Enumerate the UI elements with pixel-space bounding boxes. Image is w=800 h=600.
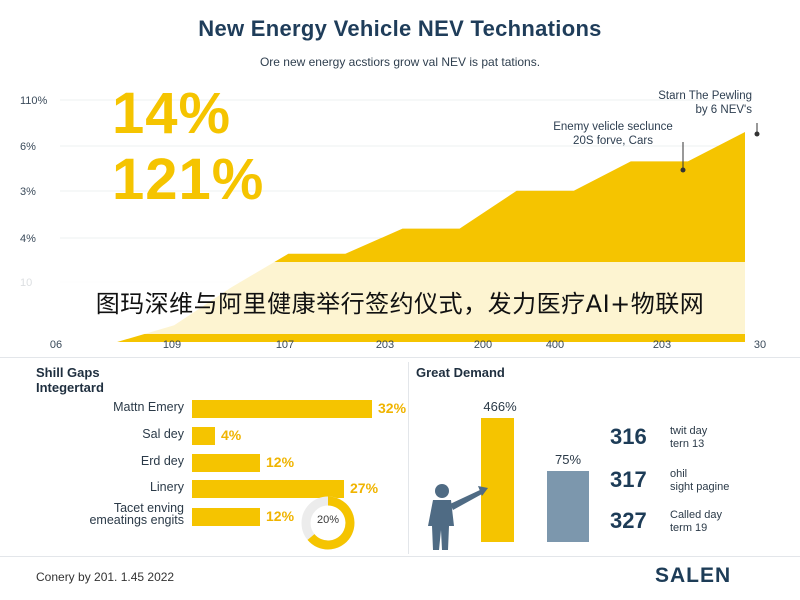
x-tick-label: 200	[474, 339, 492, 351]
skill-label-line: Sal dey	[142, 427, 184, 441]
x-tick-label: 30	[754, 339, 766, 351]
demand-stat-num-3: 327	[610, 508, 647, 533]
demand-stat-text-3-line-2: term 19	[670, 522, 708, 534]
skills-title-line-2: Integertard	[36, 380, 104, 395]
donut-chart	[301, 496, 355, 550]
demand-stat-text-1-line-2: tern 13	[670, 438, 705, 450]
demand-stat-text-3-line-1: Called day	[670, 509, 722, 521]
skill-label: Erd dey	[140, 454, 184, 468]
skill-label: Mattn Emery	[113, 400, 184, 414]
skill-label-line: Erd dey	[140, 454, 184, 468]
x-tick-label: 109	[163, 339, 181, 351]
demand-stat-text-3: Called day term 19	[670, 509, 722, 535]
skill-label-line: Tacet enving	[113, 501, 184, 515]
skill-bar	[192, 454, 260, 472]
demand-stat-num-1: 316	[610, 424, 647, 449]
demand-stat-text-2-line-1: ohil	[670, 468, 688, 480]
footer-credit: Conery by 201. 1.45 2022	[36, 570, 175, 584]
skill-value: 12%	[266, 508, 295, 524]
x-tick-label: 203	[376, 339, 394, 351]
skill-value: 4%	[221, 427, 242, 443]
demand-value-1: 466%	[483, 399, 517, 414]
skill-label-line: Linery	[149, 480, 184, 494]
skill-bar	[192, 400, 372, 418]
page-subtitle: Ore new energy acstiors grow val NEV is …	[259, 55, 541, 69]
callout-top-line-2: by 6 NEV's	[695, 104, 752, 116]
overlay-caption: 图玛深维与阿里健康举行签约仪式，发力医疗AI+物联网	[95, 290, 705, 318]
x-tick-label: 203	[653, 339, 671, 351]
callout-top: Starn The Pewling by 6 NEV's	[560, 89, 752, 117]
demand-stat-text-2-line-2: sight pagine	[670, 481, 730, 493]
callout-mid-line-1: Enemy velicle seclunce	[553, 121, 673, 133]
callout-mid-line-2: 20S forve, Cars	[573, 135, 653, 147]
skill-bar	[192, 508, 260, 526]
skill-value: 32%	[378, 400, 407, 416]
skill-bar	[192, 480, 344, 498]
demand-stat-text-2: ohil sight pagine	[670, 468, 729, 494]
skill-row: Sal dey 4%	[20, 426, 410, 446]
y-tick-label: 4%	[20, 233, 36, 245]
big-stat-2: 121%	[112, 147, 265, 212]
demand-stat-num-2: 317	[610, 467, 647, 492]
skill-label-line: emeatings engits	[89, 513, 184, 527]
skill-row: Linery 27%	[20, 479, 410, 499]
page-title: New Energy Vehicle NEV Technations	[198, 16, 602, 41]
skill-value: 12%	[266, 454, 295, 470]
skill-row: Mattn Emery 32%	[20, 399, 410, 419]
brand-logo: SALEN	[655, 564, 732, 587]
skill-label: Sal dey	[142, 427, 184, 441]
x-tick-label: 107	[276, 339, 294, 351]
demand-stat-text-1: twit day tern 13	[670, 425, 707, 451]
skills-title-line-1: Shill Gaps	[36, 365, 100, 380]
demand-title: Great Demand	[416, 365, 505, 380]
demand-stat-text-1-line-1: twit day	[670, 425, 708, 437]
section-divider	[0, 357, 800, 358]
skill-value: 27%	[350, 480, 379, 496]
big-stat-1: 14%	[112, 81, 232, 146]
callout-mid-dot	[680, 167, 686, 173]
skill-bar	[192, 427, 215, 445]
skill-label-line: Mattn Emery	[113, 400, 184, 414]
y-tick-label: 3%	[20, 186, 36, 198]
donut-arc	[307, 496, 355, 550]
callout-top-line-1: Starn The Pewling	[658, 90, 752, 102]
skill-label: Tacet enving emeatings engits	[89, 501, 184, 527]
donut-label: 20%	[316, 514, 340, 526]
skills-title: Shill Gaps Integertard	[36, 365, 104, 395]
column-divider	[408, 362, 409, 554]
y-tick-label: 6%	[20, 141, 36, 153]
demand-bar-1	[481, 418, 514, 542]
demand-bar-2	[547, 471, 589, 542]
skill-label: Linery	[149, 480, 184, 494]
x-tick-label: 400	[546, 339, 564, 351]
demand-value-2: 75%	[554, 452, 582, 467]
skill-row: Erd dey 12%	[20, 453, 410, 473]
footer-divider	[0, 556, 800, 557]
callout-top-dot	[754, 131, 760, 137]
caption-band	[0, 262, 800, 334]
skill-row: Tacet enving emeatings engits 12%	[20, 502, 410, 527]
callout-mid: Enemy velicle seclunce 20S forve, Cars	[500, 120, 726, 148]
y-tick-label: 110%	[20, 95, 48, 107]
x-tick-label: 06	[50, 339, 62, 351]
person-icon	[428, 484, 488, 550]
